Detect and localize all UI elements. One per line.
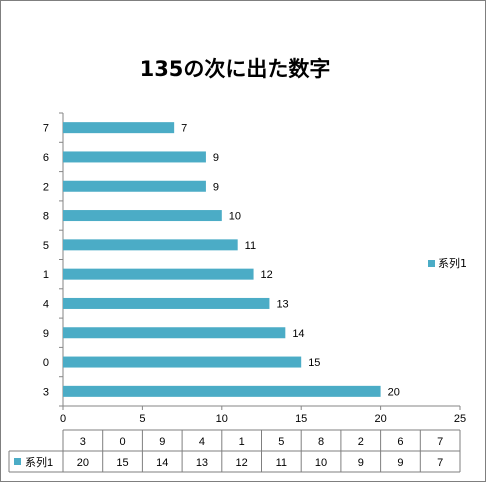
data-label: 13: [276, 298, 288, 310]
y-tick-label: 3: [43, 386, 49, 398]
data-label: 14: [292, 328, 304, 340]
x-tick-label: 25: [454, 413, 466, 425]
y-tick-label: 6: [43, 152, 49, 164]
table-header-cell: 5: [278, 436, 284, 448]
y-tick-label: 8: [43, 211, 49, 223]
table-value-cell: 15: [116, 457, 128, 469]
data-label: 12: [261, 269, 273, 281]
bar: [63, 210, 222, 222]
bar: [63, 180, 206, 192]
y-tick-label: 0: [43, 357, 49, 369]
bar: [63, 122, 175, 134]
data-label: 15: [308, 357, 320, 369]
table-series-label: 系列1: [25, 455, 53, 469]
table-value-cell: 12: [236, 457, 248, 469]
table-header-cell: 2: [358, 436, 364, 448]
table-value-cell: 9: [397, 457, 403, 469]
data-label: 10: [229, 211, 241, 223]
y-tick-label: 9: [43, 328, 49, 340]
y-tick-label: 1: [43, 269, 49, 281]
bar: [63, 151, 206, 163]
bar: [63, 385, 381, 397]
table-value-cell: 11: [276, 457, 287, 469]
table-header-cell: 6: [397, 436, 403, 448]
data-label: 20: [388, 386, 400, 398]
table-header-cell: 8: [318, 436, 324, 448]
table-header-cell: 3: [80, 436, 86, 448]
y-tick-label: 2: [43, 181, 49, 193]
data-label: 11: [245, 240, 256, 252]
bar: [63, 239, 238, 251]
table-header-cell: 9: [159, 436, 165, 448]
legend-swatch: [428, 259, 435, 267]
bar: [63, 268, 254, 280]
x-tick-label: 5: [139, 413, 145, 425]
table-value-cell: 20: [77, 457, 89, 469]
data-label: 7: [181, 123, 187, 135]
y-tick-label: 7: [43, 123, 49, 135]
table-legend-swatch: [14, 458, 21, 465]
legend: 系列1: [428, 255, 467, 271]
table-value-cell: 13: [196, 457, 208, 469]
x-tick-label: 0: [60, 413, 66, 425]
data-label: 9: [213, 181, 219, 193]
table-value-cell: 10: [315, 457, 327, 469]
table-header-cell: 7: [437, 436, 443, 448]
y-tick-label: 5: [43, 240, 49, 252]
x-tick-label: 15: [295, 413, 307, 425]
bar: [63, 356, 302, 368]
table-value-cell: 7: [437, 457, 443, 469]
chart-title: 135の次に出た数字: [139, 57, 331, 81]
table-value-cell: 9: [358, 457, 364, 469]
table-header-cell: 1: [239, 436, 245, 448]
legend-label: 系列1: [438, 257, 467, 270]
bar: [63, 297, 270, 309]
table-header-cell: 4: [199, 436, 205, 448]
x-tick-label: 10: [216, 413, 228, 425]
table-value-cell: 14: [156, 457, 168, 469]
y-tick-label: 4: [43, 298, 49, 310]
table-header-cell: 0: [119, 436, 125, 448]
data-label: 9: [213, 152, 219, 164]
bar: [63, 327, 286, 339]
x-tick-label: 20: [374, 413, 386, 425]
